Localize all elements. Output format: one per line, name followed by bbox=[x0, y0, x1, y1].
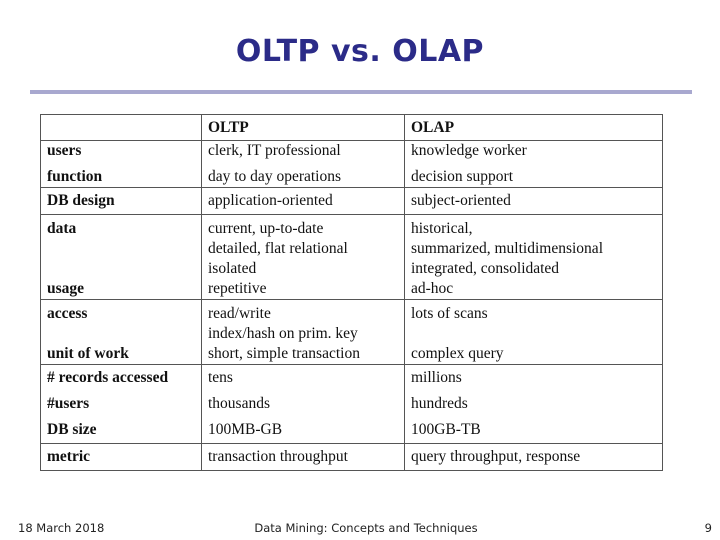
row-label: # records accessed bbox=[47, 369, 169, 386]
row-label: DB design bbox=[40, 187, 202, 215]
footer-date: 18 March 2018 bbox=[18, 521, 105, 535]
cell-text: complex query bbox=[411, 345, 504, 362]
cell-text: 100GB-TB bbox=[411, 421, 481, 438]
cell-text: integrated, consolidated bbox=[411, 260, 560, 277]
row-label: #users bbox=[47, 395, 90, 412]
footer-page-number: 9 bbox=[704, 521, 712, 535]
row-label: usage bbox=[47, 280, 85, 297]
footer-course-title: Data Mining: Concepts and Techniques bbox=[254, 521, 478, 535]
oltp-cell: read/write index/hash on prim. key short… bbox=[201, 299, 405, 365]
row-label: unit of work bbox=[47, 345, 129, 362]
cell-text: repetitive bbox=[208, 280, 267, 297]
olap-cell: millions hundreds 100GB-TB bbox=[404, 364, 663, 444]
cell-text: thousands bbox=[208, 395, 270, 412]
title-divider bbox=[30, 90, 692, 94]
olap-cell: lots of scans complex query bbox=[404, 299, 663, 365]
cell-text: 100MB-GB bbox=[208, 421, 283, 438]
cell-text: transaction throughput bbox=[201, 443, 405, 471]
cell-text: tens bbox=[208, 369, 233, 386]
oltp-cell: clerk, IT professional day to day operat… bbox=[201, 140, 405, 188]
cell-text: historical, bbox=[411, 220, 473, 237]
row-label-cell: users function bbox=[40, 140, 202, 188]
olap-cell: historical, summarized, multidimensional… bbox=[404, 214, 663, 300]
cell-text: read/write bbox=[208, 305, 271, 322]
cell-text: hundreds bbox=[411, 395, 468, 412]
row-label: access bbox=[47, 305, 88, 322]
slide-title: OLTP vs. OLAP bbox=[235, 34, 485, 69]
table-row: # records accessed #users DB size tens t… bbox=[40, 364, 663, 444]
cell-text: isolated bbox=[208, 260, 257, 277]
table-header-row: OLTP OLAP bbox=[40, 114, 663, 141]
cell-text: millions bbox=[411, 369, 462, 386]
cell-text: decision support bbox=[411, 168, 514, 185]
row-label: users bbox=[47, 142, 82, 159]
table-row: DB design application-oriented subject-o… bbox=[40, 187, 663, 215]
row-label: data bbox=[47, 220, 77, 237]
row-label: DB size bbox=[47, 421, 97, 438]
row-label: function bbox=[47, 168, 103, 185]
table-row: access unit of work read/write index/has… bbox=[40, 299, 663, 365]
cell-text: lots of scans bbox=[411, 305, 488, 322]
cell-text: knowledge worker bbox=[411, 142, 527, 159]
row-label-cell: data usage bbox=[40, 214, 202, 300]
table-row: metric transaction throughput query thro… bbox=[40, 443, 663, 471]
cell-text: day to day operations bbox=[208, 168, 342, 185]
cell-text: ad-hoc bbox=[411, 280, 454, 297]
table-row: data usage current, up-to-date detailed,… bbox=[40, 214, 663, 300]
cell-text: short, simple transaction bbox=[208, 345, 360, 362]
header-cell-olap: OLAP bbox=[404, 114, 663, 141]
table-row: users function clerk, IT professional da… bbox=[40, 140, 663, 188]
oltp-cell: tens thousands 100MB-GB bbox=[201, 364, 405, 444]
row-label: metric bbox=[40, 443, 202, 471]
cell-text: subject-oriented bbox=[404, 187, 663, 215]
cell-text: clerk, IT professional bbox=[208, 142, 341, 159]
cell-text: index/hash on prim. key bbox=[208, 325, 358, 342]
header-cell-empty bbox=[40, 114, 202, 141]
header-cell-oltp: OLTP bbox=[201, 114, 405, 141]
row-label-cell: access unit of work bbox=[40, 299, 202, 365]
cell-text: detailed, flat relational bbox=[208, 240, 348, 257]
olap-cell: knowledge worker decision support bbox=[404, 140, 663, 188]
cell-text: application-oriented bbox=[201, 187, 405, 215]
oltp-cell: current, up-to-date detailed, flat relat… bbox=[201, 214, 405, 300]
cell-text: query throughput, response bbox=[404, 443, 663, 471]
cell-text: summarized, multidimensional bbox=[411, 240, 603, 257]
row-label-cell: # records accessed #users DB size bbox=[40, 364, 202, 444]
cell-text: current, up-to-date bbox=[208, 220, 324, 237]
comparison-table: OLTP OLAP users function clerk, IT profe… bbox=[40, 114, 663, 471]
